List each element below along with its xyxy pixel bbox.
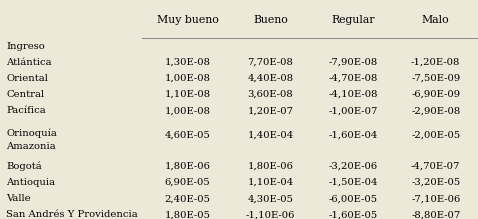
Text: Orinoquía: Orinoquía (6, 128, 57, 138)
Text: Atlántica: Atlántica (6, 58, 52, 67)
Text: 4,30E-05: 4,30E-05 (247, 194, 293, 203)
Text: 1,30E-08: 1,30E-08 (165, 58, 211, 67)
Text: Malo: Malo (422, 15, 449, 25)
Text: -7,50E-09: -7,50E-09 (411, 74, 460, 83)
Text: -4,10E-08: -4,10E-08 (328, 90, 378, 99)
Text: -7,10E-06: -7,10E-06 (411, 194, 460, 203)
Text: 1,80E-05: 1,80E-05 (165, 210, 211, 219)
Text: 4,40E-08: 4,40E-08 (247, 74, 293, 83)
Text: 1,00E-08: 1,00E-08 (165, 106, 211, 115)
Text: Muy bueno: Muy bueno (157, 15, 218, 25)
Text: 1,10E-08: 1,10E-08 (164, 90, 211, 99)
Text: San Andrés Y Providencia: San Andrés Y Providencia (6, 210, 138, 219)
Text: -2,90E-08: -2,90E-08 (411, 106, 460, 115)
Text: Valle: Valle (6, 194, 31, 203)
Text: -3,20E-05: -3,20E-05 (411, 178, 460, 187)
Text: -4,70E-07: -4,70E-07 (411, 162, 460, 171)
Text: Amazonia: Amazonia (6, 142, 56, 151)
Text: -2,00E-05: -2,00E-05 (411, 130, 460, 139)
Text: -3,20E-06: -3,20E-06 (328, 162, 378, 171)
Text: -1,60E-04: -1,60E-04 (328, 130, 378, 139)
Text: 1,80E-06: 1,80E-06 (248, 162, 293, 171)
Text: 1,20E-07: 1,20E-07 (247, 106, 293, 115)
Text: 7,70E-08: 7,70E-08 (248, 58, 293, 67)
Text: -1,20E-08: -1,20E-08 (411, 58, 460, 67)
Text: Oriental: Oriental (6, 74, 48, 83)
Text: Bogotá: Bogotá (6, 162, 42, 171)
Text: Antioquia: Antioquia (6, 178, 55, 187)
Text: -7,90E-08: -7,90E-08 (328, 58, 378, 67)
Text: Ingreso: Ingreso (6, 42, 45, 51)
Text: Central: Central (6, 90, 44, 99)
Text: -8,80E-07: -8,80E-07 (411, 210, 460, 219)
Text: Pacífica: Pacífica (6, 106, 46, 115)
Text: Bueno: Bueno (253, 15, 288, 25)
Text: -1,50E-04: -1,50E-04 (328, 178, 378, 187)
Text: Regular: Regular (331, 15, 375, 25)
Text: -6,00E-05: -6,00E-05 (328, 194, 378, 203)
Text: -1,10E-06: -1,10E-06 (246, 210, 295, 219)
Text: 1,80E-06: 1,80E-06 (165, 162, 211, 171)
Text: 4,60E-05: 4,60E-05 (165, 130, 211, 139)
Text: -1,00E-07: -1,00E-07 (328, 106, 378, 115)
Text: -4,70E-08: -4,70E-08 (328, 74, 378, 83)
Text: 6,90E-05: 6,90E-05 (165, 178, 210, 187)
Text: 1,40E-04: 1,40E-04 (247, 130, 293, 139)
Text: -1,60E-05: -1,60E-05 (328, 210, 378, 219)
Text: 2,40E-05: 2,40E-05 (165, 194, 211, 203)
Text: 1,00E-08: 1,00E-08 (165, 74, 211, 83)
Text: 1,10E-04: 1,10E-04 (247, 178, 293, 187)
Text: -6,90E-09: -6,90E-09 (411, 90, 460, 99)
Text: 3,60E-08: 3,60E-08 (248, 90, 293, 99)
